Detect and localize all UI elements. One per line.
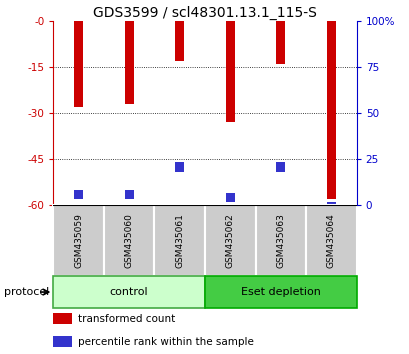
Text: percentile rank within the sample: percentile rank within the sample <box>77 337 253 347</box>
Bar <box>255 205 306 276</box>
Bar <box>225 193 234 202</box>
Bar <box>204 205 255 276</box>
Bar <box>326 21 335 199</box>
Text: Eset depletion: Eset depletion <box>240 287 320 297</box>
Text: GSM435063: GSM435063 <box>276 213 285 268</box>
Title: GDS3599 / scl48301.13.1_115-S: GDS3599 / scl48301.13.1_115-S <box>93 6 316 20</box>
Text: GSM435059: GSM435059 <box>74 213 83 268</box>
Bar <box>225 21 234 122</box>
Bar <box>53 313 71 324</box>
Bar <box>74 21 83 107</box>
Bar <box>175 162 184 172</box>
Bar <box>276 21 285 64</box>
Bar <box>53 205 103 276</box>
Bar <box>276 162 285 172</box>
Bar <box>154 205 204 276</box>
Bar <box>53 276 204 308</box>
Text: GSM435060: GSM435060 <box>124 213 133 268</box>
Text: GSM435064: GSM435064 <box>326 213 335 268</box>
Text: control: control <box>110 287 148 297</box>
Text: protocol: protocol <box>4 287 49 297</box>
Bar <box>124 21 133 104</box>
Bar <box>124 190 133 199</box>
Text: GSM435062: GSM435062 <box>225 213 234 268</box>
Bar <box>175 21 184 61</box>
Bar <box>326 202 335 211</box>
Bar <box>204 276 356 308</box>
Bar <box>53 336 71 347</box>
Text: GSM435061: GSM435061 <box>175 213 184 268</box>
Bar <box>74 190 83 199</box>
Bar <box>103 205 154 276</box>
Text: transformed count: transformed count <box>77 314 174 324</box>
Bar <box>306 205 356 276</box>
